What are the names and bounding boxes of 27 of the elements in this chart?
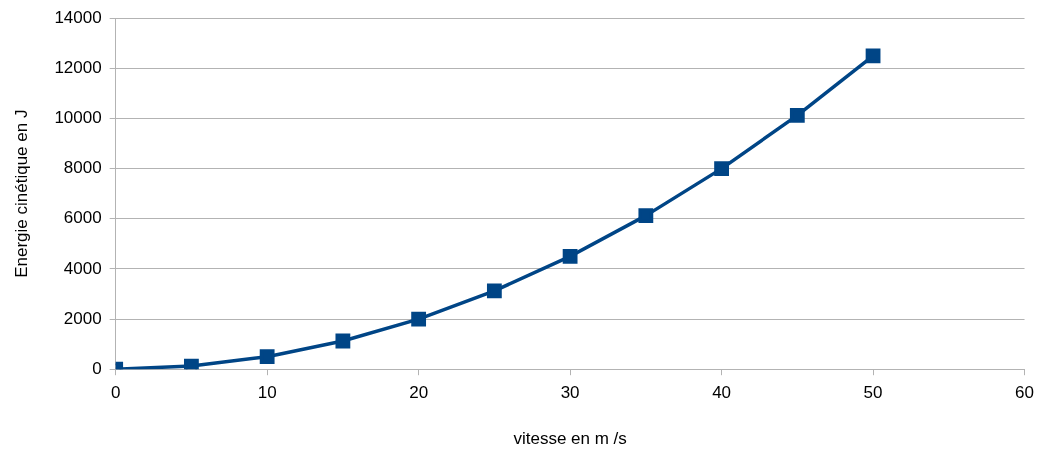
point bbox=[714, 161, 729, 177]
point bbox=[411, 311, 427, 327]
y-axis-title: Energie cinétique en J bbox=[11, 109, 31, 278]
point bbox=[335, 333, 351, 349]
point bbox=[486, 283, 502, 299]
x-tick-label: 0 bbox=[110, 383, 121, 403]
y-tick-label: 10000 bbox=[54, 108, 102, 128]
point bbox=[789, 107, 805, 123]
x-axis-title: vitesse en m /s bbox=[513, 429, 627, 449]
y-tick-label: 4000 bbox=[63, 258, 102, 278]
point bbox=[638, 208, 654, 224]
x-tick-label: 40 bbox=[712, 383, 732, 403]
y-tick-label: 2000 bbox=[63, 308, 102, 328]
y-tick-label: 12000 bbox=[54, 58, 102, 78]
y-tick-label: 0 bbox=[92, 358, 102, 378]
y-tick-label: 14000 bbox=[54, 7, 102, 27]
point bbox=[865, 48, 881, 64]
point bbox=[184, 358, 199, 370]
x-tick-label: 50 bbox=[863, 383, 883, 403]
y-tick-label: 8000 bbox=[63, 158, 102, 178]
x-tick-label: 10 bbox=[257, 383, 277, 403]
point bbox=[562, 248, 578, 264]
x-tick-label: 20 bbox=[409, 383, 429, 403]
x-tick-label: 30 bbox=[560, 383, 580, 403]
y-tick-label: 6000 bbox=[63, 208, 102, 228]
point bbox=[259, 349, 275, 365]
x-tick-label: 60 bbox=[1015, 383, 1035, 403]
